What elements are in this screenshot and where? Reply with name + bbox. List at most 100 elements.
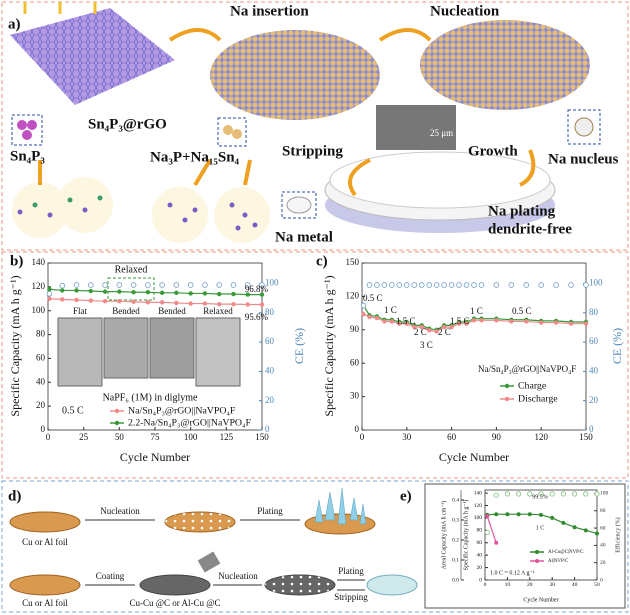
data-point [367,314,372,320]
panel-label: d) [8,488,21,504]
data-point [159,290,165,296]
data-point [539,320,544,325]
x-axis-label: Cycle Number [120,450,190,464]
y-tick-label: 0 [479,577,482,583]
legend-label: Al-Cu@C|NVP/C [548,550,584,555]
label: Cu or Al foil [22,537,68,547]
ce-point [441,282,447,288]
ce-point [202,282,208,288]
data-point [374,315,380,321]
legend-label: Discharge [518,393,558,404]
ce-point [553,282,559,288]
data-point [60,297,65,302]
x-axis-label: Cycle Number [523,597,558,603]
ce-point [374,282,380,288]
y2-tick-label: 80 [600,508,606,514]
y3-tick-label: 0.4 [452,497,459,503]
material-label: Na₃P+Na₁₅Sn₄ [150,149,240,165]
data-point [47,287,52,292]
annotation: Bended [158,306,186,316]
ce-point [456,282,462,288]
label: Plating [257,506,283,516]
ce-point [116,282,123,288]
ce-point [360,302,367,309]
data-point [131,299,136,304]
x-tick-label: 30 [549,582,555,588]
data-point [145,300,151,305]
y-tick-label: 80 [36,329,46,339]
relaxed-box [107,277,155,301]
data-point [259,302,265,307]
ce-point [130,282,137,288]
data-point [88,298,93,303]
data-point [174,290,179,296]
x-tick-label: 0 [484,582,487,588]
annotation: Flat [73,306,88,316]
data-point [361,312,366,317]
panel-frame [1,251,629,479]
atom [27,120,37,130]
data-point [188,301,193,306]
x-axis-label: Cycle Number [439,450,509,464]
data-point [464,321,469,326]
zoom-box [281,191,317,219]
y3-tick-label: 0.1 [452,557,459,563]
y3-axis-label: Areal Capacity (mA h cm⁻²) [440,501,447,570]
x-tick-label: 50 [594,582,600,588]
ce-point [230,282,237,288]
data-point [412,324,417,330]
x-tick-label: 100 [184,432,198,442]
ce-point [508,282,515,288]
label: Stripping [334,592,368,602]
panel-label: e) [400,488,412,504]
data-point [102,289,108,294]
x-tick-label: 0 [360,432,365,442]
data-point [527,512,532,517]
scale-bar: 25 μm [430,128,453,138]
y-tick-label: 120 [346,290,360,300]
y-tick-label: 0 [41,424,46,434]
ce-point [463,282,470,288]
y2-tick-label: 100 [589,278,603,288]
ce-point [244,282,251,288]
sem-image [376,105,456,150]
legend-marker [114,420,120,426]
series-line [49,298,262,306]
x-tick-label: 30 [402,432,412,442]
data-point [456,321,462,326]
data-point [441,324,447,330]
material-label: Na nucleus [548,151,619,167]
step-label: Nucleation [430,3,500,19]
x-tick-label: 40 [572,582,578,588]
data-point [494,512,499,517]
y-tick-label: 90 [350,324,360,334]
y-tick-label: 100 [474,515,483,521]
data-point [216,301,222,307]
na-metal-disk [286,196,312,214]
graphene-mesh [10,8,175,105]
ce-point [426,282,433,288]
ce-point [568,282,574,288]
data-point [595,531,600,536]
y-tick-label: 120 [32,281,46,291]
x-tick-label: 75 [151,432,161,442]
label: Plating [338,566,364,576]
particle-cluster [214,187,270,243]
y2-tick-label: 20 [265,395,275,405]
material-label: Sn₄P₃@rGO [88,116,167,132]
x-tick-label: 50 [115,432,125,442]
label: Cu-Cu @C or Al-Cu @C [129,598,220,608]
y-tick-label: 100 [32,305,46,315]
legend-label: 2.2-Na/Sn₄P₃@rGO||NaVPO₄F [128,417,251,428]
legend-marker [504,396,510,402]
y-axis-label: Specific Capacity (mA h g⁻¹) [8,275,22,416]
y2-tick-label: 80 [265,307,275,317]
arrows-top [23,2,97,14]
particle-cluster [152,187,208,243]
x-tick-label: 60 [447,432,457,442]
data-point [202,301,208,306]
ce-point [549,491,555,497]
annotation: 1 C [384,305,397,315]
panel-label: c) [316,253,328,269]
coated-foil [139,574,211,596]
